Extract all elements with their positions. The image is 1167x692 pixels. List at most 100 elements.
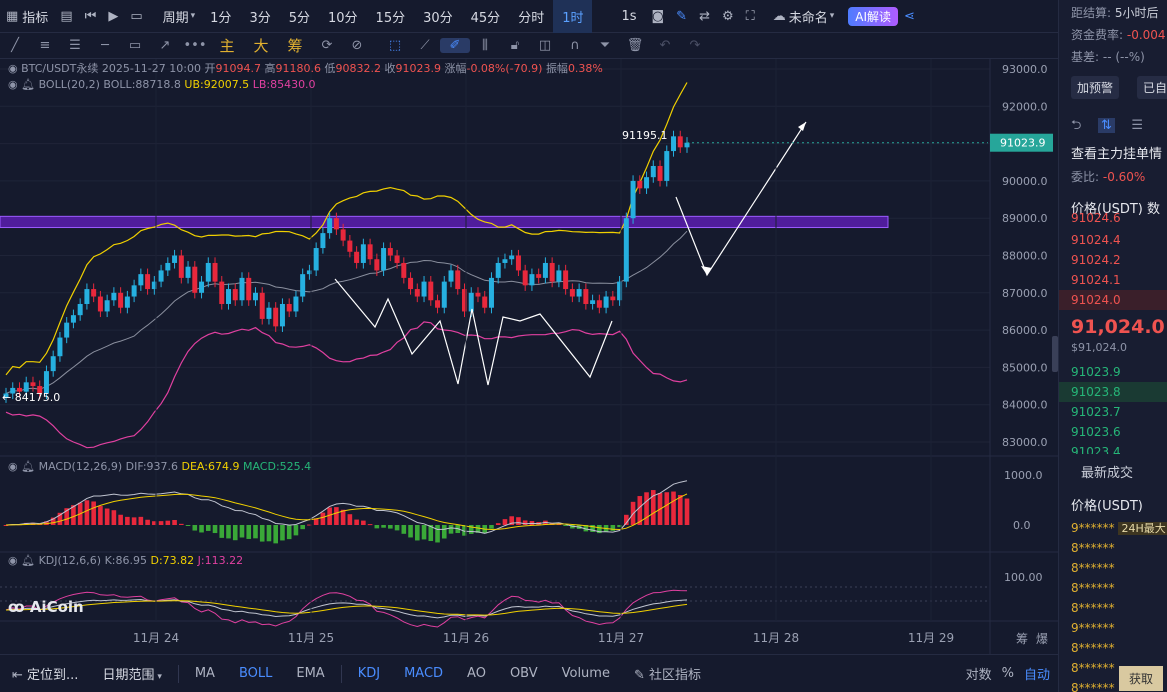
indicator-menu[interactable]: ▦ 指标	[6, 8, 49, 26]
bid-row[interactable]: 91023.4	[1071, 445, 1121, 454]
trade-row[interactable]: 8******	[1071, 561, 1115, 575]
orderbook-tab-icon[interactable]: ⮌	[1071, 118, 1082, 133]
tab-boll[interactable]: BOLL	[238, 666, 273, 681]
lines-icon[interactable]: ☰	[69, 38, 81, 53]
trade-row[interactable]: 8******	[1071, 681, 1115, 692]
hline-icon[interactable]: ─	[101, 38, 109, 53]
candle-body	[172, 255, 178, 263]
auto-button[interactable]: 已自	[1137, 76, 1167, 99]
depth-tab-icon[interactable]: ⇅	[1097, 118, 1115, 133]
bid-row[interactable]: 91023.7	[1071, 405, 1121, 419]
timeframe-10m[interactable]: 10分	[328, 10, 358, 26]
depth-link[interactable]: 查看主力挂单情	[1071, 147, 1163, 162]
bid-row[interactable]: 91023.9	[1071, 365, 1121, 379]
tab-kdj[interactable]: KDJ	[357, 666, 381, 681]
candle-body	[448, 270, 454, 282]
trade-row[interactable]: 8******	[1071, 661, 1115, 675]
camera-icon[interactable]: ◙	[651, 8, 665, 24]
lock-icon[interactable]: 🔓︎	[510, 38, 520, 53]
step-back-icon[interactable]: ⏮	[84, 8, 97, 24]
trade-row[interactable]: 8******	[1071, 581, 1115, 595]
rect-icon[interactable]: ▭	[128, 38, 142, 53]
timeframe-5m[interactable]: 5分	[288, 10, 310, 26]
arrow-tool-icon[interactable]: ↗	[159, 38, 171, 53]
cursor-icon[interactable]: ⬚	[388, 38, 402, 53]
main-force-button[interactable]: 主	[219, 37, 235, 55]
trade-row[interactable]: 8******	[1071, 601, 1115, 615]
ai-analysis-button[interactable]: AI解读	[848, 6, 899, 26]
list-tab-icon[interactable]: ☰	[1131, 118, 1144, 133]
bid-row[interactable]: 91023.6	[1071, 425, 1121, 439]
tab-ema[interactable]: EMA	[296, 666, 325, 681]
ruler-icon[interactable]: ⟋	[420, 38, 430, 53]
chip-button[interactable]: 筹	[287, 37, 303, 55]
timeframe-1s[interactable]: 1s	[621, 8, 637, 24]
redo-icon[interactable]: ↷	[689, 38, 701, 53]
big-order-button[interactable]: 大	[253, 37, 269, 55]
undo-icon[interactable]: ↶	[659, 38, 671, 53]
timeframe-line[interactable]: 分时	[518, 10, 545, 26]
auto-toggle[interactable]: 自动	[1023, 668, 1050, 683]
compare-icon[interactable]: ⇄	[699, 8, 710, 24]
fib-icon[interactable]: ≡	[39, 38, 51, 53]
date-range-button[interactable]: 日期范围 ▾	[102, 668, 162, 683]
trade-row[interactable]: 8******	[1071, 641, 1115, 655]
trade-row[interactable]: 9****** 24H最大	[1059, 518, 1167, 538]
eye-icon: ◉	[8, 78, 22, 91]
tab-volume[interactable]: Volume	[561, 666, 610, 681]
timeframe-3m[interactable]: 3分	[249, 10, 271, 26]
ask-row[interactable]: 91024.2	[1071, 253, 1121, 267]
tab-ao[interactable]: AO	[467, 666, 486, 681]
share-icon[interactable]: ⋖	[904, 8, 915, 24]
candle-icon[interactable]: ⫼	[482, 38, 488, 53]
play-icon[interactable]: ▶	[108, 8, 119, 24]
period-menu[interactable]: 周期 ▾	[162, 10, 196, 26]
trade-row[interactable]: 9******	[1071, 621, 1115, 635]
log-toggle[interactable]: 对数	[965, 668, 992, 683]
timeframe-45m[interactable]: 45分	[470, 10, 501, 26]
ask-row[interactable]: 91024.4	[1071, 233, 1121, 247]
timeframe-1h[interactable]: 1时	[553, 0, 593, 33]
pen-icon[interactable]: ✎	[676, 8, 688, 24]
trendline-icon[interactable]: ╱	[11, 38, 19, 53]
candle-body	[542, 262, 548, 278]
tab-macd[interactable]: MACD	[404, 666, 444, 681]
kdj-axis-label: 100.00	[1004, 571, 1043, 584]
filter-icon[interactable]: ⏷	[599, 38, 611, 53]
refresh-icon[interactable]: ⟳	[321, 38, 333, 53]
community-indicators-button[interactable]: ✎ 社区指标	[633, 668, 702, 683]
calendar-icon[interactable]: ▤	[60, 8, 73, 24]
eye-icon: ◉	[8, 460, 22, 473]
drawing-toolbar: ╱ ≡ ☰ ─ ▭ ↗ ••• 主 大 筹 ⟳ ⊘ ⬚ ⟋ ✐ ⫼ 🔓︎ ◫ ∩…	[0, 33, 1058, 59]
draw-mode-icon[interactable]: ✐	[440, 38, 470, 53]
orderbook-header: 价格(USDT) 数	[1071, 202, 1160, 217]
percent-toggle[interactable]: %	[1001, 666, 1014, 681]
trash-icon[interactable]: 🗑︎	[626, 38, 644, 53]
fetch-button[interactable]: 获取	[1119, 666, 1164, 691]
macd-histogram-bar	[495, 523, 501, 525]
no-draw-icon[interactable]: ⊘	[351, 38, 363, 53]
hide-icon[interactable]: ◫	[538, 38, 552, 53]
kdj-k-line	[5, 598, 688, 619]
more-icon[interactable]: •••	[183, 38, 207, 53]
bid-row[interactable]: 91023.8	[1059, 382, 1167, 402]
tab-obv[interactable]: OBV	[509, 666, 538, 681]
timeframe-30m[interactable]: 30分	[423, 10, 453, 26]
chart-area[interactable]: 93000.092000.091000.090000.089000.088000…	[0, 59, 1058, 654]
locate-button[interactable]: ⇤ 定位到...	[12, 668, 79, 683]
magnet-icon[interactable]: ∩	[570, 38, 580, 53]
tab-ma[interactable]: MA	[194, 666, 215, 681]
settings-icon[interactable]: ⚙	[721, 8, 734, 24]
fullscreen-icon[interactable]: ⛶	[745, 8, 755, 24]
layout-name-menu[interactable]: ☁ 未命名 ▾	[772, 8, 835, 26]
timeframe-15m[interactable]: 15分	[375, 10, 406, 26]
add-alert-button[interactable]: 加预警	[1071, 76, 1120, 99]
timeframe-1m[interactable]: 1分	[210, 10, 232, 26]
price-chart[interactable]: 93000.092000.091000.090000.089000.088000…	[0, 59, 1058, 654]
candle-body	[509, 255, 515, 260]
layout-icon[interactable]: ▭	[130, 8, 143, 24]
trade-row[interactable]: 8******	[1071, 541, 1115, 555]
ask-row[interactable]: 91024.1	[1071, 273, 1121, 287]
ask-row[interactable]: 91024.6	[1071, 211, 1121, 225]
ask-row[interactable]: 91024.0	[1059, 290, 1167, 310]
